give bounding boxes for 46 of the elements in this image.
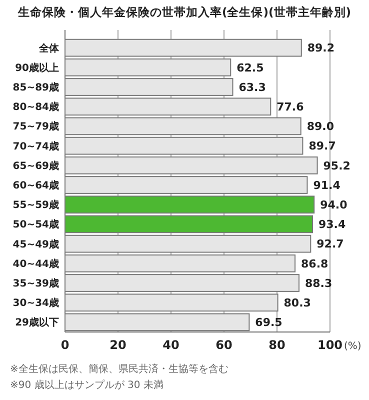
bar <box>64 234 312 253</box>
data-label: 92.7 <box>316 238 344 251</box>
data-label: 89.2 <box>307 42 335 55</box>
data-label: 91.4 <box>313 178 341 192</box>
data-label: 93.4 <box>318 218 346 232</box>
bar <box>64 215 314 234</box>
x-tick-label: 80 <box>268 338 286 352</box>
x-tick-label: 40 <box>162 338 180 352</box>
x-tick-label: 20 <box>110 338 126 352</box>
bar <box>64 313 250 332</box>
chart-title: 生命保険・個人年金保険の世帯加入率(全生保)(世帯主年齢別) <box>16 5 352 19</box>
x-tick-label: 60 <box>216 338 232 352</box>
bar <box>64 117 302 136</box>
x-tick-label: 0 <box>60 338 70 352</box>
y-tick-label: 全体 <box>38 42 60 54</box>
y-tick-label: 30~34歳 <box>12 297 59 310</box>
bar <box>64 38 302 57</box>
text: ※全生保は民保、簡保、県民共済・生協等を含む <box>10 363 228 375</box>
data-label: 95.2 <box>323 159 350 172</box>
y-tick-label: 55~59歳 <box>12 199 59 212</box>
y-tick-label: 70~74歳 <box>12 140 59 152</box>
x-tick-label: 100 <box>317 338 343 352</box>
data-label: 63.3 <box>238 80 266 94</box>
x-axis-title: (%) <box>344 341 362 352</box>
data-label: 77.6 <box>276 100 304 114</box>
y-tick-label: 50~54歳 <box>12 218 59 231</box>
y-tick-label: 65~69歳 <box>12 160 59 172</box>
y-tick-label: 60~64歳 <box>12 180 59 192</box>
y-tick-label: 40~44歳 <box>12 258 59 270</box>
data-label: 88.3 <box>304 276 332 290</box>
data-label: 80.3 <box>284 296 311 310</box>
y-tick-label: 35~39歳 <box>12 278 59 290</box>
bar <box>64 136 304 155</box>
data-label: 62.5 <box>236 61 264 74</box>
data-label: 89.0 <box>306 120 334 134</box>
data-label: 86.8 <box>301 257 328 270</box>
data-label: 94.0 <box>320 198 348 212</box>
y-tick-label: 80~84歳 <box>12 101 59 114</box>
data-label: 89.7 <box>308 140 336 153</box>
y-tick-label: 75~79歳 <box>12 120 59 133</box>
y-tick-label: 29歳以下 <box>15 316 59 329</box>
y-tick-label: 85~89歳 <box>12 82 59 94</box>
y-tick-label: 90歳以上 <box>15 62 59 74</box>
data-label: 69.5 <box>255 316 282 330</box>
text: ※90 歳以上はサンプルが 30 未満 <box>10 379 164 391</box>
y-tick-label: 45~49歳 <box>12 238 59 250</box>
